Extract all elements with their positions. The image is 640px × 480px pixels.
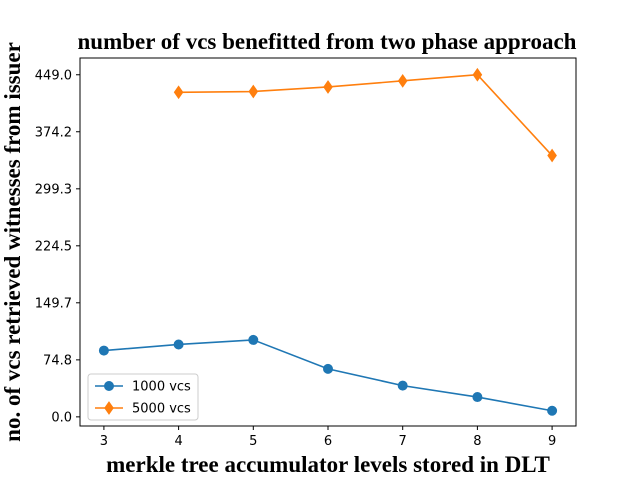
x-tick-label: 6 <box>324 434 332 449</box>
data-point-5000-vcs <box>248 84 259 99</box>
data-point-1000-vcs <box>248 334 259 345</box>
data-point-5000-vcs <box>472 67 483 82</box>
y-tick-label: 224.5 <box>35 239 72 254</box>
y-tick-label: 449.0 <box>35 68 72 83</box>
x-axis-label: merkle tree accumulator levels stored in… <box>106 452 550 477</box>
x-axis: 3 4 5 6 7 8 9 <box>100 426 556 449</box>
x-tick-label: 8 <box>473 434 481 449</box>
y-tick-label: 149.7 <box>35 296 72 311</box>
y-axis-label: no. of vcs retrieved witnesses from issu… <box>0 42 25 442</box>
legend-label: 1000 vcs <box>132 380 191 395</box>
y-axis: 0.0 74.8 149.7 224.5 299.3 374.2 449.0 <box>35 68 80 425</box>
x-tick-label: 5 <box>249 434 257 449</box>
data-point-1000-vcs <box>472 392 483 403</box>
y-tick-label: 0.0 <box>51 410 72 425</box>
series-1000-vcs <box>98 334 558 416</box>
data-point-1000-vcs <box>173 339 184 350</box>
data-point-5000-vcs <box>547 148 557 163</box>
x-tick-label: 4 <box>174 434 182 449</box>
series-5000-vcs <box>173 67 557 163</box>
data-point-1000-vcs <box>98 345 109 356</box>
y-tick-label: 74.8 <box>43 353 72 368</box>
data-point-1000-vcs <box>547 405 558 416</box>
chart-title: number of vcs benefitted from two phase … <box>78 29 577 54</box>
series-layer <box>98 67 558 416</box>
data-point-5000-vcs <box>397 73 408 88</box>
legend-item: 5000 vcs <box>95 401 191 417</box>
legend-label: 5000 vcs <box>132 402 191 417</box>
legend: 1000 vcs 5000 vcs <box>87 373 199 421</box>
legend-marker <box>104 401 114 415</box>
data-point-1000-vcs <box>323 363 333 374</box>
legend-marker <box>104 381 114 391</box>
y-tick-label: 299.3 <box>35 182 72 197</box>
y-tick-label: 374.2 <box>35 125 72 140</box>
series-line-5000-vcs <box>178 73 553 157</box>
legend-item: 1000 vcs <box>95 380 191 395</box>
x-tick-label: 3 <box>100 434 108 449</box>
data-point-5000-vcs <box>323 80 333 94</box>
x-tick-label: 9 <box>548 434 556 449</box>
data-point-1000-vcs <box>397 380 408 391</box>
x-tick-label: 7 <box>399 434 407 449</box>
data-point-5000-vcs <box>173 85 184 100</box>
